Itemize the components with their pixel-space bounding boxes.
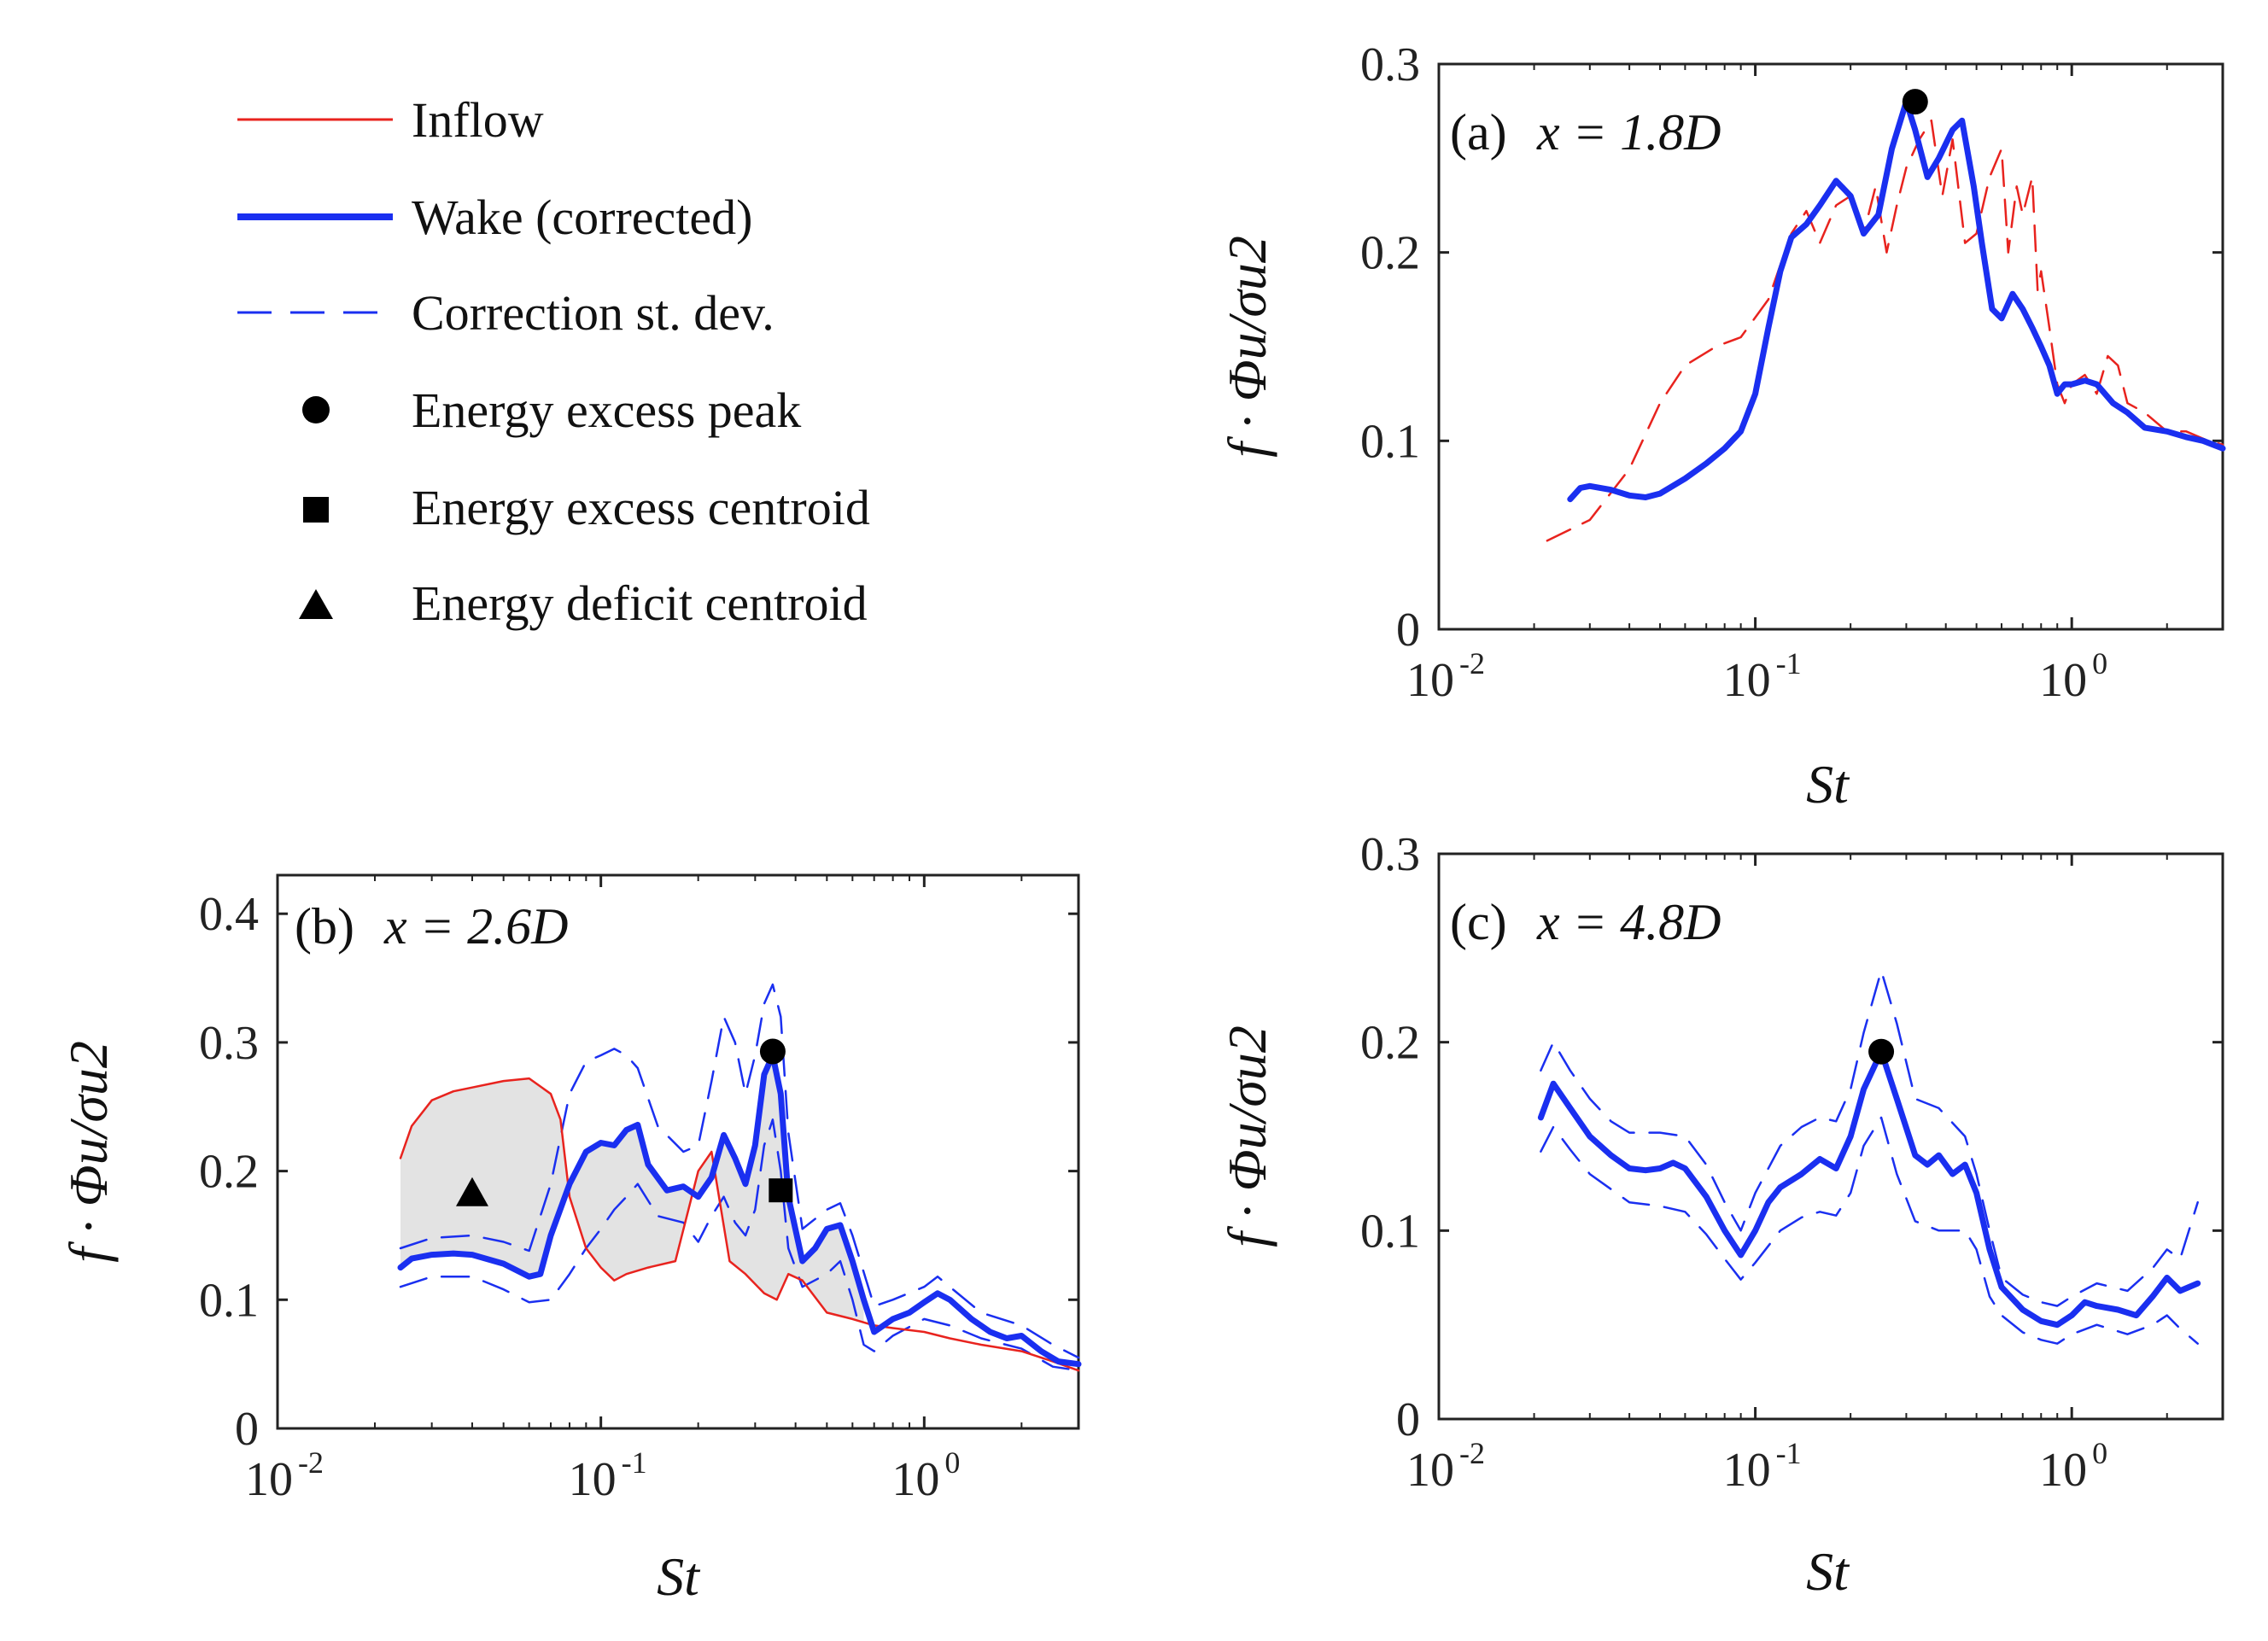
x-tick-label: 10 [1723, 654, 1771, 707]
panel-b-ticks: 00.10.20.30.410 -2 10 -1 10 0 [199, 875, 1079, 1506]
x-tick-exponent: -1 [1776, 1436, 1802, 1470]
legend-label-excess-centroid: Energy excess centroid [412, 480, 870, 535]
panel-c-ticks: 00.10.20.310 -2 10 -1 10 0 [1360, 828, 2224, 1497]
energy-difference-fill [400, 1059, 864, 1323]
legend-label-stdev: Correction st. dev. [412, 285, 775, 341]
legend-label-deficit-centroid: Energy deficit centroid [412, 575, 868, 631]
energy-deficit-centroid-marker [455, 1177, 488, 1206]
panel-c-plot [1537, 969, 2201, 1345]
x-tick-label: 10 [2039, 654, 2087, 707]
legend-triangle-marker [299, 589, 333, 619]
y-tick-label: 0 [1396, 1393, 1420, 1446]
x-tick-exponent: 0 [2092, 1436, 2107, 1470]
x-tick-label: 10 [1406, 1444, 1454, 1497]
panel-b-annotation: x = 2.6D [383, 898, 568, 955]
energy-excess-peak-marker [1868, 1038, 1895, 1065]
x-tick-exponent: 0 [944, 1445, 960, 1480]
panel-b-plot [397, 983, 1082, 1372]
stdev-line [399, 983, 1080, 1359]
panel-b-label: (b) x = 2.6D [295, 898, 568, 955]
panel-b-ylabel: f · Φu/σu2 [58, 1041, 119, 1263]
legend-square-marker [303, 497, 329, 523]
panel-b-title: (b) [295, 898, 354, 955]
panel-c-label: (c) x = 4.8D [1450, 894, 1721, 950]
panel-a-label: (a) x = 1.8D [1450, 104, 1721, 161]
y-tick-label: 0.2 [1360, 227, 1420, 280]
y-tick-label: 0.3 [199, 1017, 259, 1070]
energy-excess-peak-marker [1902, 89, 1928, 115]
panel-c-title: (c) [1450, 894, 1507, 950]
inflow-line [399, 1077, 1080, 1372]
panel-a-title: (a) [1450, 104, 1507, 161]
x-tick-label: 10 [1406, 654, 1454, 707]
energy-excess-centroid-marker [769, 1178, 793, 1203]
y-tick-label: 0 [1396, 604, 1420, 657]
panel-a-ylabel: f · Φu/σu2 [1217, 236, 1277, 458]
panel-a-plot [1546, 89, 2226, 542]
panel-c-annotation: x = 4.8D [1536, 894, 1721, 950]
panel-c-ylabel: f · Φu/σu2 [1217, 1025, 1277, 1247]
panel-a-ticks: 00.10.20.310 -2 10 -1 10 0 [1360, 38, 2224, 707]
x-tick-exponent: -1 [1776, 646, 1802, 680]
panel-a-frame [1437, 62, 2224, 631]
y-tick-label: 0 [235, 1403, 259, 1456]
y-tick-label: 0.1 [1360, 1205, 1420, 1258]
wake-line [1567, 98, 2226, 503]
y-tick-label: 0.1 [1360, 415, 1420, 468]
panel-a-xlabel: St [1806, 754, 1850, 815]
legend-circle-marker [302, 396, 330, 423]
panel-b: 00.10.20.30.410 -2 10 -1 10 0 (b) x = 2.6D St… [58, 873, 1082, 1607]
panel-c-frame [1437, 852, 2224, 1421]
x-tick-label: 10 [2039, 1444, 2087, 1497]
wake-line [397, 1052, 1082, 1368]
x-tick-label: 10 [245, 1453, 293, 1506]
y-tick-label: 0.1 [199, 1274, 259, 1327]
x-tick-exponent: -2 [1459, 1436, 1485, 1470]
x-tick-exponent: -2 [298, 1445, 324, 1480]
x-tick-exponent: -2 [1459, 646, 1485, 680]
x-tick-exponent: 0 [2092, 646, 2107, 680]
panel-b-frame [276, 873, 1080, 1430]
y-tick-label: 0.4 [199, 888, 259, 941]
energy-excess-peak-marker [759, 1038, 786, 1065]
stdev-line [399, 1118, 1080, 1372]
x-tick-label: 10 [891, 1453, 939, 1506]
panel-a-annotation: x = 1.8D [1536, 104, 1721, 161]
stdev-line [1540, 969, 2199, 1307]
stdev-line [1540, 1116, 2199, 1345]
x-tick-label: 10 [1723, 1444, 1771, 1497]
legend-label-peak: Energy excess peak [412, 383, 801, 438]
legend-label-wake: Wake (corrected) [412, 190, 752, 245]
y-tick-label: 0.2 [199, 1146, 259, 1199]
panel-c-xlabel: St [1806, 1541, 1850, 1602]
y-tick-label: 0.2 [1360, 1017, 1420, 1070]
legend: Inflow Wake (corrected) Correction st. d… [237, 92, 870, 631]
y-tick-label: 0.3 [1360, 828, 1420, 881]
panel-b-xlabel: St [657, 1546, 701, 1607]
panel-c: 00.10.20.310 -2 10 -1 10 0 (c) x = 4.8D St f … [1217, 828, 2224, 1602]
y-tick-label: 0.3 [1360, 38, 1420, 91]
legend-label-inflow: Inflow [412, 92, 544, 148]
x-tick-exponent: -1 [622, 1445, 647, 1480]
panel-a: 00.10.20.310 -2 10 -1 10 0 (a) x = 1.8D St f … [1217, 38, 2226, 815]
x-tick-label: 10 [569, 1453, 617, 1506]
